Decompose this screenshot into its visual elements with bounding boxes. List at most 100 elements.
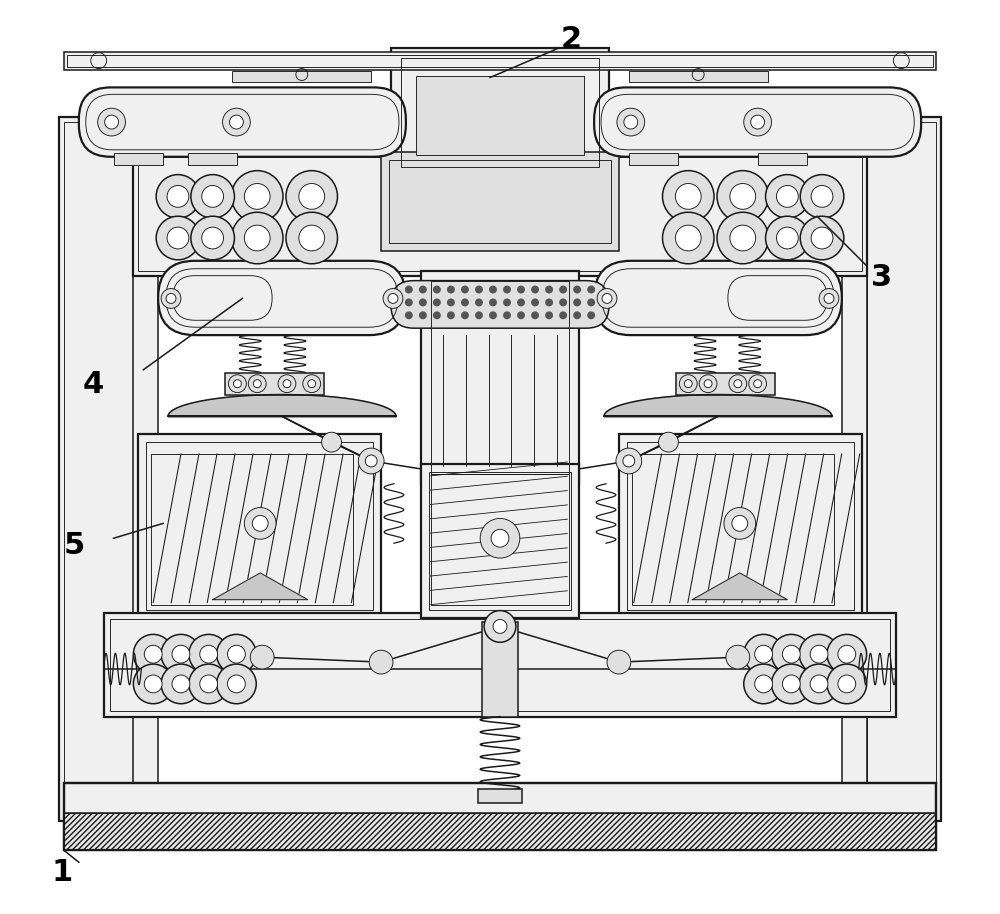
- Circle shape: [587, 312, 595, 319]
- Circle shape: [156, 175, 200, 218]
- Circle shape: [229, 115, 243, 129]
- Bar: [114, 153, 163, 165]
- Circle shape: [322, 432, 341, 452]
- Bar: [629, 70, 768, 82]
- Circle shape: [191, 217, 234, 260]
- Circle shape: [365, 455, 377, 467]
- Bar: [64, 813, 936, 850]
- Circle shape: [717, 171, 769, 222]
- Circle shape: [597, 289, 617, 308]
- Circle shape: [405, 312, 413, 319]
- Circle shape: [248, 375, 266, 393]
- Circle shape: [475, 312, 483, 319]
- Circle shape: [573, 285, 581, 293]
- Circle shape: [503, 285, 511, 293]
- Circle shape: [811, 186, 833, 207]
- Circle shape: [772, 634, 811, 674]
- FancyBboxPatch shape: [79, 88, 406, 157]
- Bar: [421, 271, 579, 484]
- Bar: [627, 442, 854, 610]
- Circle shape: [489, 312, 497, 319]
- Circle shape: [810, 675, 828, 693]
- Bar: [478, 789, 522, 802]
- Circle shape: [776, 186, 798, 207]
- Circle shape: [489, 299, 497, 306]
- Circle shape: [819, 289, 839, 308]
- Circle shape: [766, 175, 809, 218]
- Circle shape: [545, 299, 553, 306]
- Circle shape: [754, 379, 762, 388]
- Circle shape: [419, 312, 427, 319]
- Bar: [619, 434, 862, 618]
- FancyBboxPatch shape: [594, 260, 842, 335]
- Circle shape: [838, 675, 856, 693]
- Text: 5: 5: [63, 531, 85, 559]
- Circle shape: [228, 375, 246, 393]
- Bar: [482, 622, 518, 717]
- Circle shape: [531, 285, 539, 293]
- Circle shape: [724, 507, 756, 539]
- Circle shape: [447, 299, 455, 306]
- Circle shape: [484, 611, 516, 643]
- Circle shape: [308, 379, 316, 388]
- Circle shape: [161, 634, 201, 674]
- Circle shape: [776, 227, 798, 249]
- Bar: [232, 70, 371, 82]
- Circle shape: [624, 115, 638, 129]
- Circle shape: [766, 217, 809, 260]
- Circle shape: [253, 379, 261, 388]
- Circle shape: [491, 529, 509, 547]
- Circle shape: [559, 285, 567, 293]
- Circle shape: [827, 664, 867, 704]
- Circle shape: [133, 664, 173, 704]
- Bar: [389, 160, 611, 243]
- Circle shape: [503, 299, 511, 306]
- Bar: [401, 58, 599, 166]
- Bar: [64, 783, 936, 850]
- Circle shape: [559, 299, 567, 306]
- Bar: [133, 266, 158, 821]
- Bar: [59, 117, 138, 821]
- Circle shape: [244, 507, 276, 539]
- Circle shape: [461, 312, 469, 319]
- Circle shape: [782, 675, 800, 693]
- Circle shape: [200, 645, 218, 663]
- Circle shape: [433, 299, 441, 306]
- Circle shape: [217, 664, 256, 704]
- Bar: [64, 52, 936, 69]
- Bar: [421, 464, 579, 618]
- Bar: [431, 473, 569, 605]
- Circle shape: [772, 664, 811, 704]
- Polygon shape: [213, 573, 308, 600]
- Circle shape: [617, 108, 645, 136]
- Circle shape: [675, 184, 701, 209]
- Circle shape: [475, 299, 483, 306]
- Circle shape: [730, 184, 756, 209]
- Bar: [632, 454, 834, 605]
- Circle shape: [161, 664, 201, 704]
- Circle shape: [663, 171, 714, 222]
- Bar: [629, 153, 678, 165]
- FancyBboxPatch shape: [391, 281, 609, 328]
- Circle shape: [217, 634, 256, 674]
- Bar: [862, 117, 941, 821]
- Circle shape: [755, 645, 772, 663]
- Circle shape: [228, 645, 245, 663]
- Circle shape: [189, 634, 228, 674]
- Bar: [416, 76, 584, 154]
- Circle shape: [732, 515, 748, 531]
- Circle shape: [810, 645, 828, 663]
- Circle shape: [166, 293, 176, 303]
- Bar: [758, 153, 807, 165]
- Circle shape: [616, 448, 642, 473]
- Circle shape: [405, 299, 413, 306]
- Circle shape: [480, 518, 520, 558]
- Circle shape: [517, 299, 525, 306]
- Circle shape: [358, 448, 384, 473]
- Circle shape: [105, 115, 119, 129]
- Circle shape: [388, 293, 398, 303]
- Circle shape: [447, 285, 455, 293]
- Circle shape: [838, 645, 856, 663]
- Bar: [431, 281, 569, 473]
- Circle shape: [144, 645, 162, 663]
